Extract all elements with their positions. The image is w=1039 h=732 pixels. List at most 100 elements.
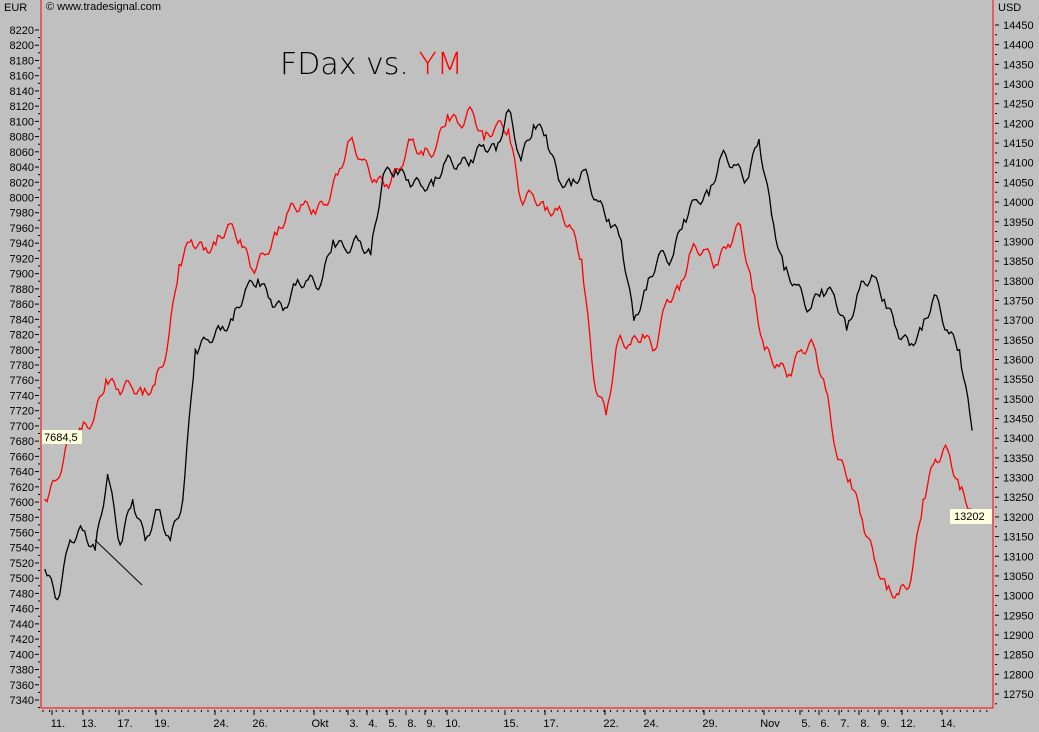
title-ym: YM bbox=[419, 47, 463, 82]
data-point-fdax bbox=[658, 253, 660, 256]
data-point-fdax bbox=[582, 169, 585, 171]
x-tick-label: 9. bbox=[426, 718, 435, 730]
left-tick-label: 7480 bbox=[10, 588, 34, 600]
left-tick-label: 7860 bbox=[10, 299, 34, 311]
right-tick-label: 13450 bbox=[1003, 414, 1034, 426]
right-tick-label: 13400 bbox=[1003, 433, 1034, 445]
data-point-fdax bbox=[232, 319, 234, 321]
data-point-fdax bbox=[207, 339, 209, 341]
right-tick-label: 13700 bbox=[1003, 315, 1034, 327]
data-point-ym bbox=[166, 348, 168, 351]
chart-title: FDax vs. YM bbox=[280, 47, 463, 82]
data-point-ym bbox=[593, 378, 595, 381]
right-tick-label: 12750 bbox=[1003, 689, 1034, 701]
data-point-ym bbox=[812, 343, 815, 346]
data-point-fdax bbox=[595, 198, 597, 201]
x-tick-label: 5. bbox=[388, 718, 397, 730]
data-point-fdax bbox=[332, 239, 334, 241]
x-tick-label: 15. bbox=[503, 718, 518, 730]
data-point-fdax bbox=[131, 498, 134, 501]
right-tick-label: 13200 bbox=[1003, 512, 1034, 524]
right-tick-label: 12900 bbox=[1003, 630, 1034, 642]
data-point-ym bbox=[227, 224, 229, 226]
right-tick-label: 13550 bbox=[1003, 374, 1034, 386]
data-point-ym bbox=[568, 224, 571, 226]
x-tick-label: Nov bbox=[760, 718, 780, 730]
data-point-ym bbox=[80, 428, 83, 431]
data-point-fdax bbox=[244, 288, 247, 291]
data-point-ym bbox=[214, 243, 217, 246]
data-point-ym bbox=[361, 159, 363, 161]
x-tick-label: 13. bbox=[81, 718, 96, 730]
data-point-ym bbox=[483, 139, 485, 141]
x-tick-label: 29. bbox=[702, 718, 717, 730]
data-point-ym bbox=[898, 593, 900, 596]
right-tick-label: 14300 bbox=[1003, 79, 1034, 91]
data-point-fdax bbox=[445, 159, 447, 161]
x-tick-label: 8. bbox=[407, 718, 416, 730]
data-point-fdax bbox=[545, 134, 547, 136]
left-tick-label: 7800 bbox=[10, 345, 34, 357]
data-point-fdax bbox=[946, 329, 948, 331]
x-tick-label: Okt bbox=[311, 718, 328, 730]
data-point-ym bbox=[654, 348, 656, 351]
data-point-ym bbox=[885, 588, 888, 591]
data-point-fdax bbox=[695, 198, 698, 201]
left-tick-label: 7640 bbox=[10, 467, 34, 479]
right-tick-label: 14200 bbox=[1003, 118, 1034, 130]
left-tick-label: 7400 bbox=[10, 649, 34, 661]
x-tick-label: 17. bbox=[117, 718, 132, 730]
left-axis-unit: EUR bbox=[4, 2, 27, 14]
left-tick-label: 7380 bbox=[10, 665, 34, 677]
data-point-ym bbox=[300, 204, 302, 206]
data-point-fdax bbox=[144, 539, 147, 541]
data-point-ym bbox=[434, 148, 437, 151]
data-point-fdax bbox=[795, 284, 798, 286]
data-point-fdax bbox=[770, 214, 773, 216]
data-point-fdax bbox=[382, 173, 385, 176]
data-point-ym bbox=[959, 488, 961, 491]
data-point-fdax bbox=[933, 294, 936, 296]
left-tick-label: 7720 bbox=[10, 406, 34, 418]
right-tick-label: 13600 bbox=[1003, 355, 1034, 367]
right-tick-label: 14350 bbox=[1003, 59, 1034, 71]
data-point-fdax bbox=[683, 218, 685, 221]
data-point-ym bbox=[763, 348, 766, 351]
trendline bbox=[94, 539, 143, 586]
left-tick-label: 7700 bbox=[10, 421, 34, 433]
data-point-ym bbox=[519, 198, 522, 201]
data-point-fdax bbox=[56, 598, 59, 601]
data-point-fdax bbox=[156, 508, 159, 511]
data-point-ym bbox=[178, 263, 180, 266]
right-tick-label: 12850 bbox=[1003, 650, 1034, 662]
left-tick-label: 7540 bbox=[10, 543, 34, 555]
data-point-fdax bbox=[870, 274, 873, 276]
x-tick-label: 6. bbox=[820, 718, 829, 730]
data-point-ym bbox=[92, 418, 95, 421]
left-tick-label: 7740 bbox=[10, 390, 34, 402]
right-axis-unit: USD bbox=[998, 2, 1021, 14]
data-point-ym bbox=[446, 113, 449, 116]
data-point-fdax bbox=[820, 288, 823, 291]
data-point-ym bbox=[617, 339, 620, 341]
data-point-fdax bbox=[670, 259, 673, 261]
data-point-ym bbox=[861, 518, 864, 521]
left-tick-label: 7940 bbox=[10, 238, 34, 250]
right-tick-label: 13750 bbox=[1003, 295, 1034, 307]
right-tick-label: 13950 bbox=[1003, 217, 1034, 229]
data-point-fdax bbox=[557, 179, 560, 181]
x-tick-label: 11. bbox=[51, 718, 65, 730]
data-point-ym bbox=[702, 248, 705, 251]
right-tick-label: 14000 bbox=[1003, 197, 1034, 209]
right-tick-label: 14050 bbox=[1003, 177, 1034, 189]
left-tick-label: 7520 bbox=[10, 558, 34, 570]
data-point-ym bbox=[873, 558, 876, 561]
left-tick-label: 8220 bbox=[10, 25, 34, 37]
data-point-ym bbox=[397, 169, 400, 171]
data-point-fdax bbox=[858, 288, 861, 291]
data-point-fdax bbox=[482, 144, 485, 146]
right-tick-label: 13100 bbox=[1003, 551, 1034, 563]
data-point-ym bbox=[690, 248, 693, 251]
data-point-ym bbox=[824, 388, 827, 391]
data-point-ym bbox=[312, 209, 315, 211]
